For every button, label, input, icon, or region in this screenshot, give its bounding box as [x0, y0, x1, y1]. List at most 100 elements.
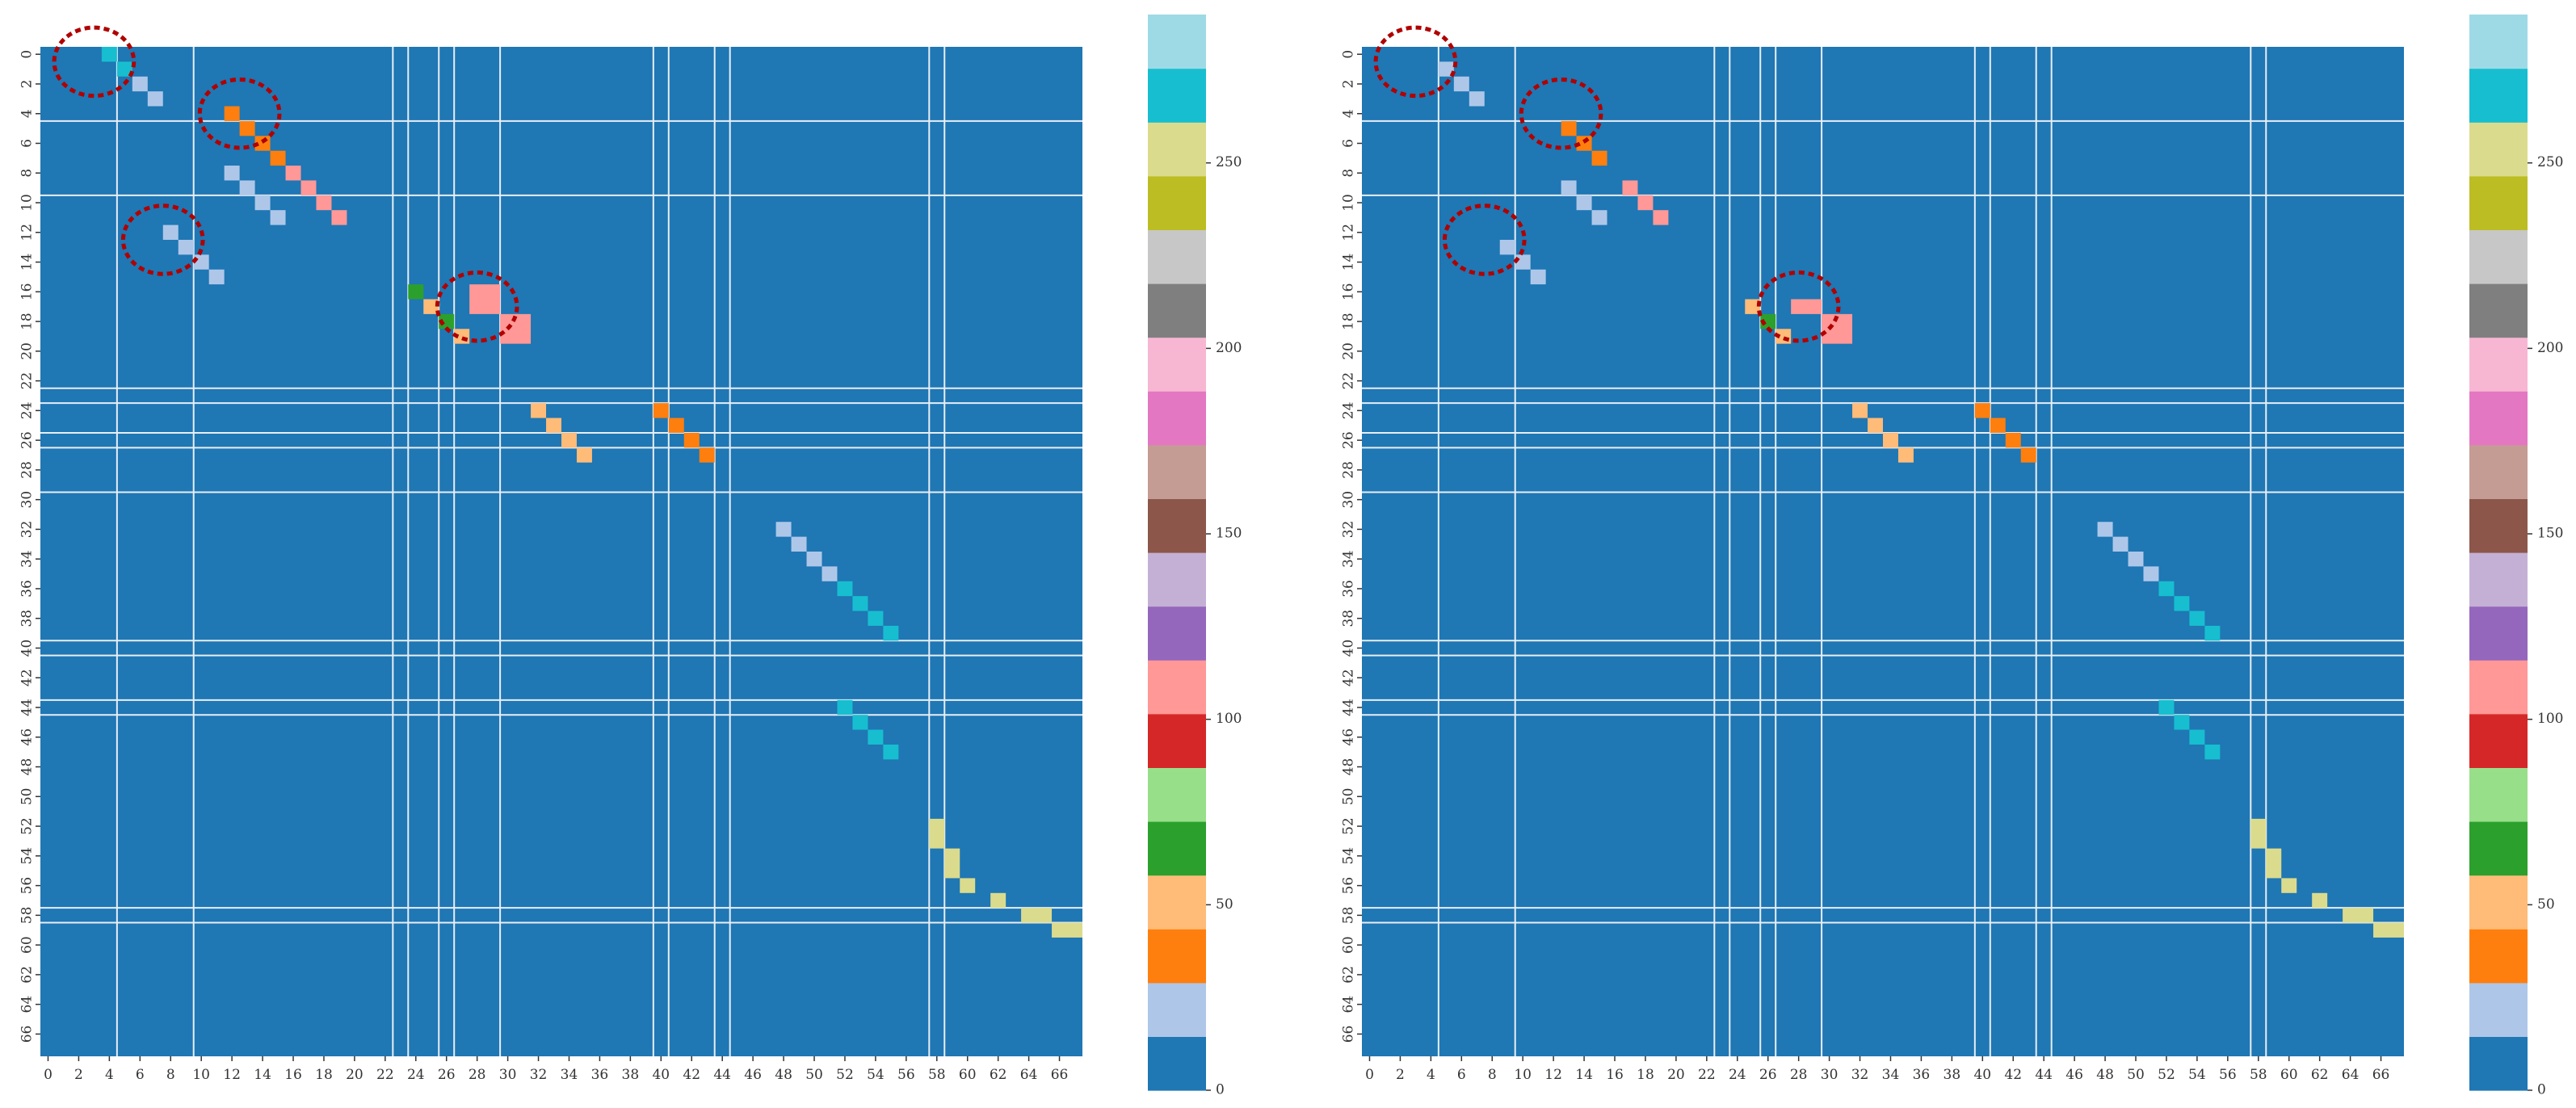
heatmap-cell [1576, 195, 1592, 211]
colorbar-segment [1148, 713, 1206, 768]
x-tick-label: 62 [990, 1067, 1007, 1083]
colorbar-segment [2469, 713, 2528, 768]
colorbar-segment [1148, 606, 1206, 661]
y-tick-label: 42 [19, 669, 36, 686]
colorbar-segment [1148, 337, 1206, 392]
colorbar-segment [1148, 283, 1206, 338]
highlight-circle [435, 270, 519, 343]
y-tick-label: 20 [1341, 342, 1357, 360]
colorbar-segment [1148, 552, 1206, 607]
colorbar-segment [1148, 444, 1206, 499]
x-tick-label: 2 [74, 1067, 83, 1083]
heatmap-cell [224, 166, 240, 181]
y-tick-label: 46 [19, 728, 36, 746]
heatmap-cell [2112, 536, 2128, 552]
y-tick-label: 8 [1341, 169, 1357, 178]
heatmap-cell [2174, 715, 2190, 730]
heatmap-cell [208, 269, 225, 285]
x-tick-label: 50 [805, 1067, 823, 1083]
y-tick-label: 52 [19, 817, 36, 835]
y-tick-label: 16 [19, 283, 36, 300]
heatmap-background [40, 47, 1082, 1056]
heatmap-cell [852, 715, 868, 730]
heatmap-cell [270, 210, 286, 225]
y-tick-label: 0 [19, 50, 36, 59]
heatmap-cell [2128, 552, 2144, 567]
colorbar-tick-label: 0 [2537, 1082, 2546, 1098]
colorbar-tick-label: 100 [2537, 711, 2563, 727]
x-tick-label: 28 [1790, 1067, 1808, 1083]
heatmap-cell [852, 596, 868, 611]
x-tick-label: 14 [254, 1067, 271, 1083]
y-tick-label: 62 [1341, 966, 1357, 984]
heatmap-cell [561, 432, 577, 448]
x-tick-label: 46 [744, 1067, 762, 1083]
heatmap-cell [1897, 447, 1914, 463]
colorbar-segment [1148, 1036, 1206, 1091]
colorbar-tick-label: 50 [1216, 896, 1233, 913]
x-tick-label: 28 [469, 1067, 486, 1083]
y-tick-label: 34 [19, 550, 36, 568]
y-tick-label: 38 [19, 610, 36, 627]
y-tick-label: 60 [1341, 936, 1357, 954]
heatmap-cell [101, 47, 117, 62]
x-tick-label: 58 [2250, 1067, 2267, 1083]
x-tick-label: 8 [1488, 1067, 1497, 1083]
heatmap-cell [2020, 447, 2036, 463]
x-tick-label: 64 [1020, 1067, 1038, 1083]
heatmap-cell [837, 581, 853, 597]
colorbar-tick-label: 250 [1216, 154, 1242, 170]
heatmap-cell [806, 552, 822, 567]
heatmap-cell [270, 150, 286, 166]
heatmap-cell [944, 848, 960, 879]
heatmap-cell [1745, 299, 1761, 314]
colorbar-tick-label: 50 [2537, 896, 2555, 913]
y-tick-label: 0 [1341, 50, 1357, 59]
heatmap-cell [2373, 922, 2404, 938]
y-tick-label: 14 [1341, 254, 1357, 271]
heatmap-cell [2266, 848, 2282, 879]
heatmap-cell [2343, 908, 2374, 923]
colorbar-tick-label: 200 [2537, 340, 2563, 356]
y-tick-label: 8 [19, 169, 36, 178]
heatmap-cell [2204, 744, 2221, 760]
x-tick-label: 20 [1667, 1067, 1685, 1083]
heatmap-cell [1499, 239, 1515, 255]
x-tick-label: 22 [376, 1067, 394, 1083]
heatmap-cell [668, 418, 684, 433]
x-tick-label: 0 [1365, 1067, 1374, 1083]
y-tick-label: 44 [1341, 699, 1357, 716]
x-tick-label: 54 [867, 1067, 885, 1083]
x-tick-label: 4 [1427, 1067, 1435, 1083]
heatmap-cell [1868, 418, 1883, 433]
heatmap-cell [285, 166, 301, 181]
y-tick-label: 64 [1341, 996, 1357, 1014]
y-tick-label: 42 [1341, 669, 1357, 686]
x-tick-label: 26 [1759, 1067, 1777, 1083]
highlight-circle [197, 77, 282, 150]
colorbar-segment [2469, 229, 2528, 284]
heatmap-cell [699, 447, 715, 463]
y-tick-label: 48 [1341, 758, 1357, 776]
heatmap-cell [147, 91, 163, 107]
heatmap-cell [316, 195, 332, 211]
y-tick-label: 56 [19, 877, 36, 895]
colorbar-tick-label: 150 [2537, 526, 2563, 542]
x-tick-label: 10 [192, 1067, 210, 1083]
heatmap-cell [2174, 596, 2190, 611]
heatmap-cell [2158, 699, 2175, 716]
heatmap-cell [423, 299, 439, 314]
y-tick-label: 28 [19, 461, 36, 479]
colorbar-segment [2469, 982, 2528, 1037]
x-tick-label: 32 [1851, 1067, 1869, 1083]
x-tick-label: 38 [622, 1067, 640, 1083]
heatmap-cell [1515, 254, 1531, 270]
y-tick-label: 50 [1341, 787, 1357, 805]
colorbar-segment [2469, 68, 2528, 123]
heatmap-cell [408, 284, 424, 300]
heatmap-cell [1438, 61, 1454, 77]
colorbar-segment [2469, 283, 2528, 338]
heatmap-cell [239, 180, 255, 195]
heatmap-cell [239, 120, 255, 136]
colorbar-segment [1148, 821, 1206, 876]
